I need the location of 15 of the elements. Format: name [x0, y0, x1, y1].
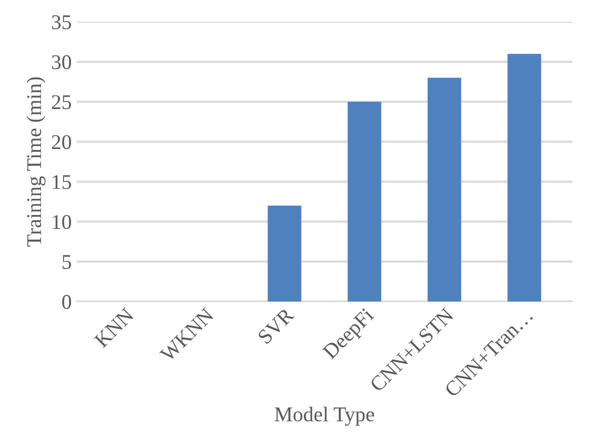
y-tick-label: 5	[62, 255, 72, 270]
bar	[428, 78, 462, 302]
y-tick-label: 15	[52, 175, 72, 190]
bar	[508, 54, 542, 302]
y-tick-label: 25	[52, 95, 72, 110]
bar	[348, 102, 382, 302]
y-axis-title: Training Time (min)	[26, 77, 46, 247]
x-axis-title: Model Type	[274, 406, 374, 426]
y-tick-label: 20	[52, 135, 72, 150]
x-tick-label: SVR	[257, 306, 295, 345]
y-tick-label: 10	[52, 214, 72, 230]
y-tick-label: 35	[52, 15, 72, 30]
y-tick-label: 30	[52, 55, 72, 70]
y-tick-label: 0	[62, 294, 72, 309]
bar	[268, 206, 302, 302]
